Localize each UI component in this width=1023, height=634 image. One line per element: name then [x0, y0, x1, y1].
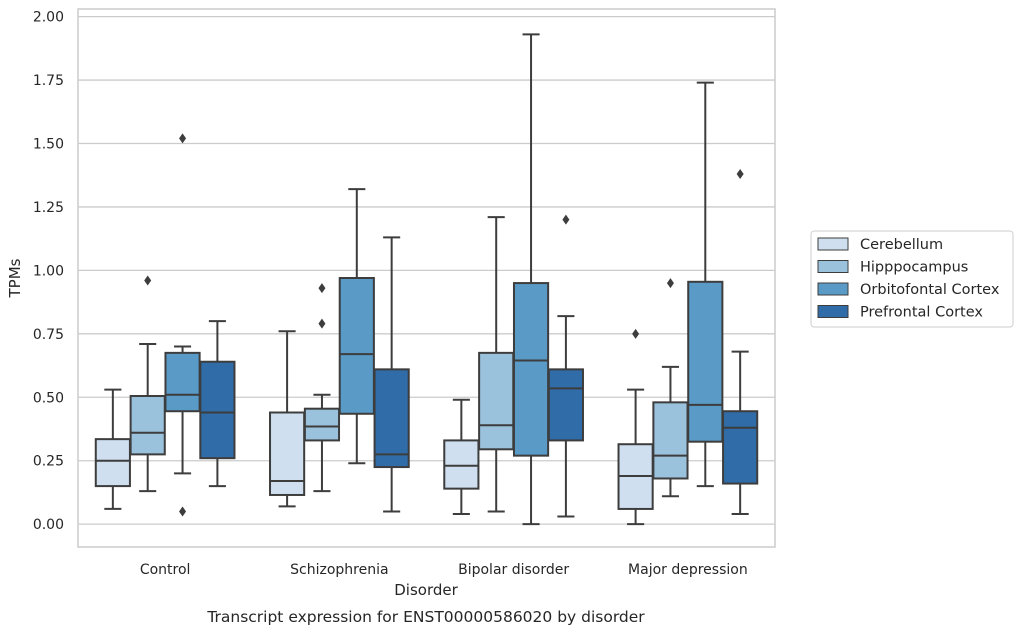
box-body — [373, 368, 410, 469]
legend-frame — [810, 230, 1014, 328]
box-prefrontal-cortex — [199, 320, 236, 488]
outlier-point — [632, 328, 640, 339]
box-body — [652, 401, 689, 480]
legend: Cerebellum Hipppocampus Orbitofontal Corte… — [810, 230, 1014, 328]
box-body — [129, 395, 166, 456]
legend-label: Orbitofontal Cortex — [860, 282, 1000, 298]
plot-frame — [77, 8, 776, 548]
box-hipppocampus — [129, 275, 166, 493]
box-hipppocampus — [478, 216, 515, 513]
box-orbitofontal-cortex — [338, 188, 375, 465]
x-axis-label: Disorder — [394, 581, 458, 599]
y-tick-label: 0.50 — [33, 390, 64, 406]
x-axis-ticks: Control Schizophrenia Bipolar disorder Majo… — [140, 562, 748, 578]
legend-swatch — [817, 282, 849, 296]
box-body — [722, 410, 759, 485]
y-tick-label: 1.25 — [33, 200, 64, 216]
chart-caption: Transcript expression for ENST0000058602… — [206, 608, 645, 626]
outlier-point — [318, 283, 326, 294]
box-body — [94, 438, 131, 488]
y-tick-label: 0.75 — [33, 327, 64, 343]
legend-swatch — [817, 260, 849, 273]
legend-label: Hipppocampus — [860, 260, 968, 276]
box-orbitofontal-cortex — [687, 81, 724, 488]
box-body — [164, 351, 201, 413]
y-tick-label: 1.00 — [33, 263, 64, 279]
box-hipppocampus — [652, 278, 689, 498]
y-tick-label: 1.75 — [33, 73, 64, 89]
legend-swatch — [817, 305, 849, 318]
y-tick-label: 0.00 — [33, 517, 64, 533]
box-body — [512, 282, 550, 457]
x-tick-label: Bipolar disorder — [458, 562, 569, 578]
x-tick-label: Schizophrenia — [290, 562, 388, 578]
boxes — [94, 33, 759, 526]
y-tick-label: 2.00 — [33, 10, 64, 26]
box-body — [478, 351, 515, 451]
box-prefrontal-cortex — [373, 236, 410, 513]
box-body — [547, 368, 584, 442]
legend-swatch — [817, 237, 849, 251]
outlier-point — [666, 278, 674, 289]
y-tick-label: 0.25 — [33, 454, 64, 470]
outlier-point — [736, 168, 744, 179]
box-cerebellum — [443, 398, 480, 516]
outlier-point — [179, 133, 187, 144]
box-body — [269, 411, 306, 496]
box-body — [338, 277, 375, 415]
outlier-point — [318, 318, 326, 329]
box-cerebellum — [94, 388, 131, 510]
box-body — [687, 280, 724, 443]
x-tick-label: Control — [140, 562, 191, 578]
y-axis-ticks: 0.00 0.25 0.50 0.75 1.00 1.25 1.50 1.75 2.00 — [33, 10, 64, 534]
box-cerebellum — [617, 328, 654, 526]
box-hipppocampus — [303, 283, 341, 493]
box-orbitofontal-cortex — [512, 33, 550, 526]
y-tick-label: 1.50 — [33, 137, 64, 153]
box-prefrontal-cortex — [722, 168, 759, 516]
legend-label: Prefrontal Cortex — [860, 305, 983, 321]
box-body — [303, 407, 341, 442]
legend-label: Cerebellum — [860, 237, 943, 253]
outlier-point — [144, 275, 152, 286]
x-tick-label: Major depression — [628, 562, 748, 578]
box-orbitofontal-cortex — [164, 133, 201, 517]
y-axis-label: TPMs — [6, 258, 24, 298]
box-body — [443, 439, 480, 490]
box-prefrontal-cortex — [547, 214, 584, 518]
outlier-point — [562, 214, 570, 225]
outlier-point — [179, 506, 187, 517]
box-cerebellum — [269, 330, 306, 508]
box-body — [199, 360, 236, 460]
